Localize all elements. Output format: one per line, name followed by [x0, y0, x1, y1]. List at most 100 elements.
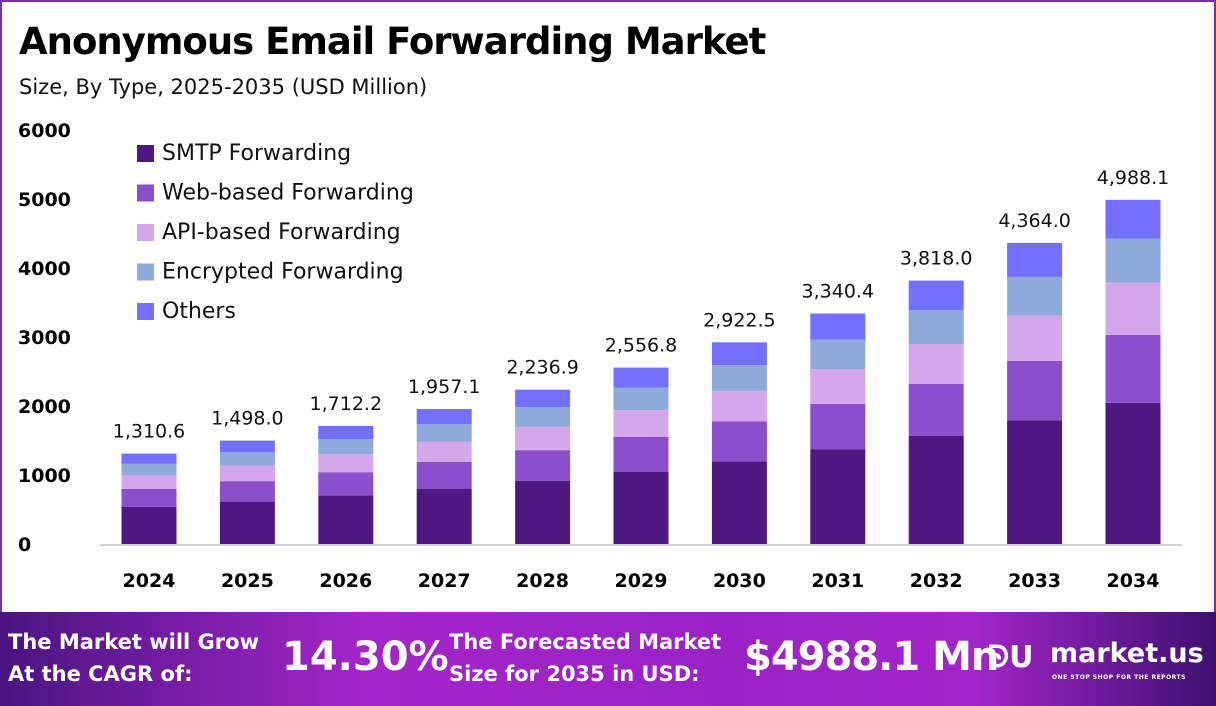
bar-segment-2031-1	[810, 403, 866, 450]
x-axis: 2024 2025 2026 2027 2028 2029 2030 2031 2032 2033…	[100, 544, 1182, 592]
total-data-label: 4,988.1	[1097, 167, 1170, 189]
legend-label: API-based Forwarding	[162, 220, 401, 245]
legend: SMTP Forwarding Web-based Forwarding API-b…	[137, 141, 414, 324]
bar-segment-2033-3	[1007, 276, 1063, 316]
cagr-value: 14.30%	[282, 634, 449, 680]
bar-segment-2025-4	[219, 440, 275, 453]
bar-segment-2032-1	[908, 383, 964, 436]
market-us-logo-icon: ᘐᑌ	[988, 640, 1034, 675]
legend-label: Encrypted Forwarding	[162, 260, 404, 285]
bar-segment-2028-1	[515, 450, 571, 481]
y-axis: 0 1000 2000 3000 4000 5000 6000	[18, 120, 71, 556]
chart-subtitle: Size, By Type, 2025-2035 (USD Million)	[19, 75, 428, 99]
forecast-label-line2: Size for 2035 in USD:	[449, 662, 700, 686]
bar-segment-2032-0	[908, 435, 964, 544]
legend-label: Others	[162, 299, 236, 324]
x-tick-label: 2031	[811, 570, 864, 592]
bar-segment-2027-3	[416, 424, 472, 442]
bar-segment-2034-4	[1105, 199, 1161, 239]
total-data-label: 1,310.6	[113, 421, 186, 443]
logo-text: market.us	[1050, 638, 1204, 669]
bar-segment-2034-3	[1105, 238, 1161, 283]
legend-label: SMTP Forwarding	[162, 141, 351, 166]
bar-segment-2030-4	[711, 342, 767, 366]
x-tick-label: 2032	[910, 570, 963, 592]
bar-segment-2031-4	[810, 313, 866, 340]
legend-swatch	[137, 263, 154, 281]
bar-segment-2030-0	[711, 461, 767, 544]
bar-segment-2027-1	[416, 461, 472, 489]
forecast-label-line1: The Forecasted Market	[449, 630, 722, 654]
y-tick-label: 4000	[18, 258, 71, 280]
bar-segment-2026-4	[318, 425, 374, 440]
bar-segment-2034-2	[1105, 282, 1161, 335]
total-data-label: 2,922.5	[703, 309, 776, 331]
bar-segment-2028-3	[515, 407, 571, 427]
forecast-value: $4988.1 Mn	[744, 634, 999, 680]
x-tick-label: 2027	[418, 570, 471, 592]
y-tick-label: 2000	[18, 396, 71, 418]
bar-segment-2026-1	[318, 472, 374, 496]
bar-segment-2026-3	[318, 439, 374, 455]
bar-segment-2032-2	[908, 344, 964, 384]
bar-segment-2024-3	[121, 463, 177, 476]
x-tick-label: 2029	[615, 570, 668, 592]
bar-segment-2028-4	[515, 389, 571, 408]
bar-segment-2031-0	[810, 449, 866, 544]
bar-segment-2024-1	[121, 489, 177, 507]
legend-swatch	[137, 224, 154, 241]
chart-title: Anonymous Email Forwarding Market	[19, 20, 766, 63]
legend-swatch	[137, 184, 154, 202]
x-tick-label: 2030	[713, 570, 766, 592]
bar-segment-2029-0	[613, 471, 669, 544]
total-data-label: 1,712.2	[310, 393, 383, 415]
bar-segment-2025-0	[219, 501, 275, 544]
bar-segment-2029-4	[613, 367, 669, 388]
bar-segment-2029-2	[613, 410, 669, 437]
bar-segment-2034-0	[1105, 402, 1161, 544]
bar-segment-2027-4	[416, 408, 472, 425]
bar-segment-2026-0	[318, 495, 374, 544]
y-tick-label: 6000	[18, 120, 71, 142]
bar-segment-2030-2	[711, 390, 767, 422]
bar-segment-2033-1	[1007, 360, 1063, 421]
bar-segment-2026-2	[318, 454, 374, 473]
total-data-label: 1,957.1	[408, 376, 481, 398]
total-data-label: 3,818.0	[900, 248, 973, 270]
total-data-label: 1,498.0	[211, 408, 284, 430]
bar-segment-2029-3	[613, 387, 669, 411]
x-tick-label: 2033	[1008, 570, 1061, 592]
bar-segment-2027-2	[416, 441, 472, 462]
y-tick-label: 0	[18, 534, 31, 556]
x-tick-label: 2024	[123, 570, 176, 592]
bar-segment-2028-0	[515, 480, 571, 544]
x-tick-label: 2028	[516, 570, 569, 592]
total-data-label: 2,236.9	[506, 357, 579, 379]
bar-segment-2033-0	[1007, 420, 1063, 544]
y-tick-label: 3000	[18, 327, 71, 349]
bar-segment-2031-3	[810, 339, 866, 370]
total-data-label: 4,364.0	[998, 210, 1071, 232]
footer-banner: The Market will Grow At the CAGR of: 14.…	[0, 612, 1216, 706]
bar-segment-2025-1	[219, 481, 275, 502]
bar-segment-2027-0	[416, 488, 472, 544]
bar-segment-2032-4	[908, 280, 964, 311]
bar-segment-2028-2	[515, 426, 571, 451]
cagr-label-line1: The Market will Grow	[8, 630, 259, 654]
legend-label: Web-based Forwarding	[162, 181, 414, 206]
bar-segment-2033-4	[1007, 242, 1063, 277]
bar-segment-2030-3	[711, 365, 767, 391]
bar-segment-2025-3	[219, 452, 275, 466]
bar-segment-2033-2	[1007, 315, 1063, 361]
legend-swatch	[137, 303, 154, 320]
cagr-label-line2: At the CAGR of:	[8, 662, 193, 686]
x-tick-label: 2025	[221, 570, 274, 592]
bar-segment-2024-0	[121, 506, 177, 544]
bars: 1,310.6 1,498.0 1,712.2 1,957.1 2,236.9 2,556…	[113, 167, 1170, 544]
bar-segment-2032-3	[908, 310, 964, 345]
x-tick-label: 2034	[1107, 570, 1160, 592]
forecast-label: The Forecasted Market Size for 2035 in U…	[449, 626, 721, 690]
bar-segment-2029-1	[613, 436, 669, 472]
bar-segment-2024-4	[121, 453, 177, 464]
